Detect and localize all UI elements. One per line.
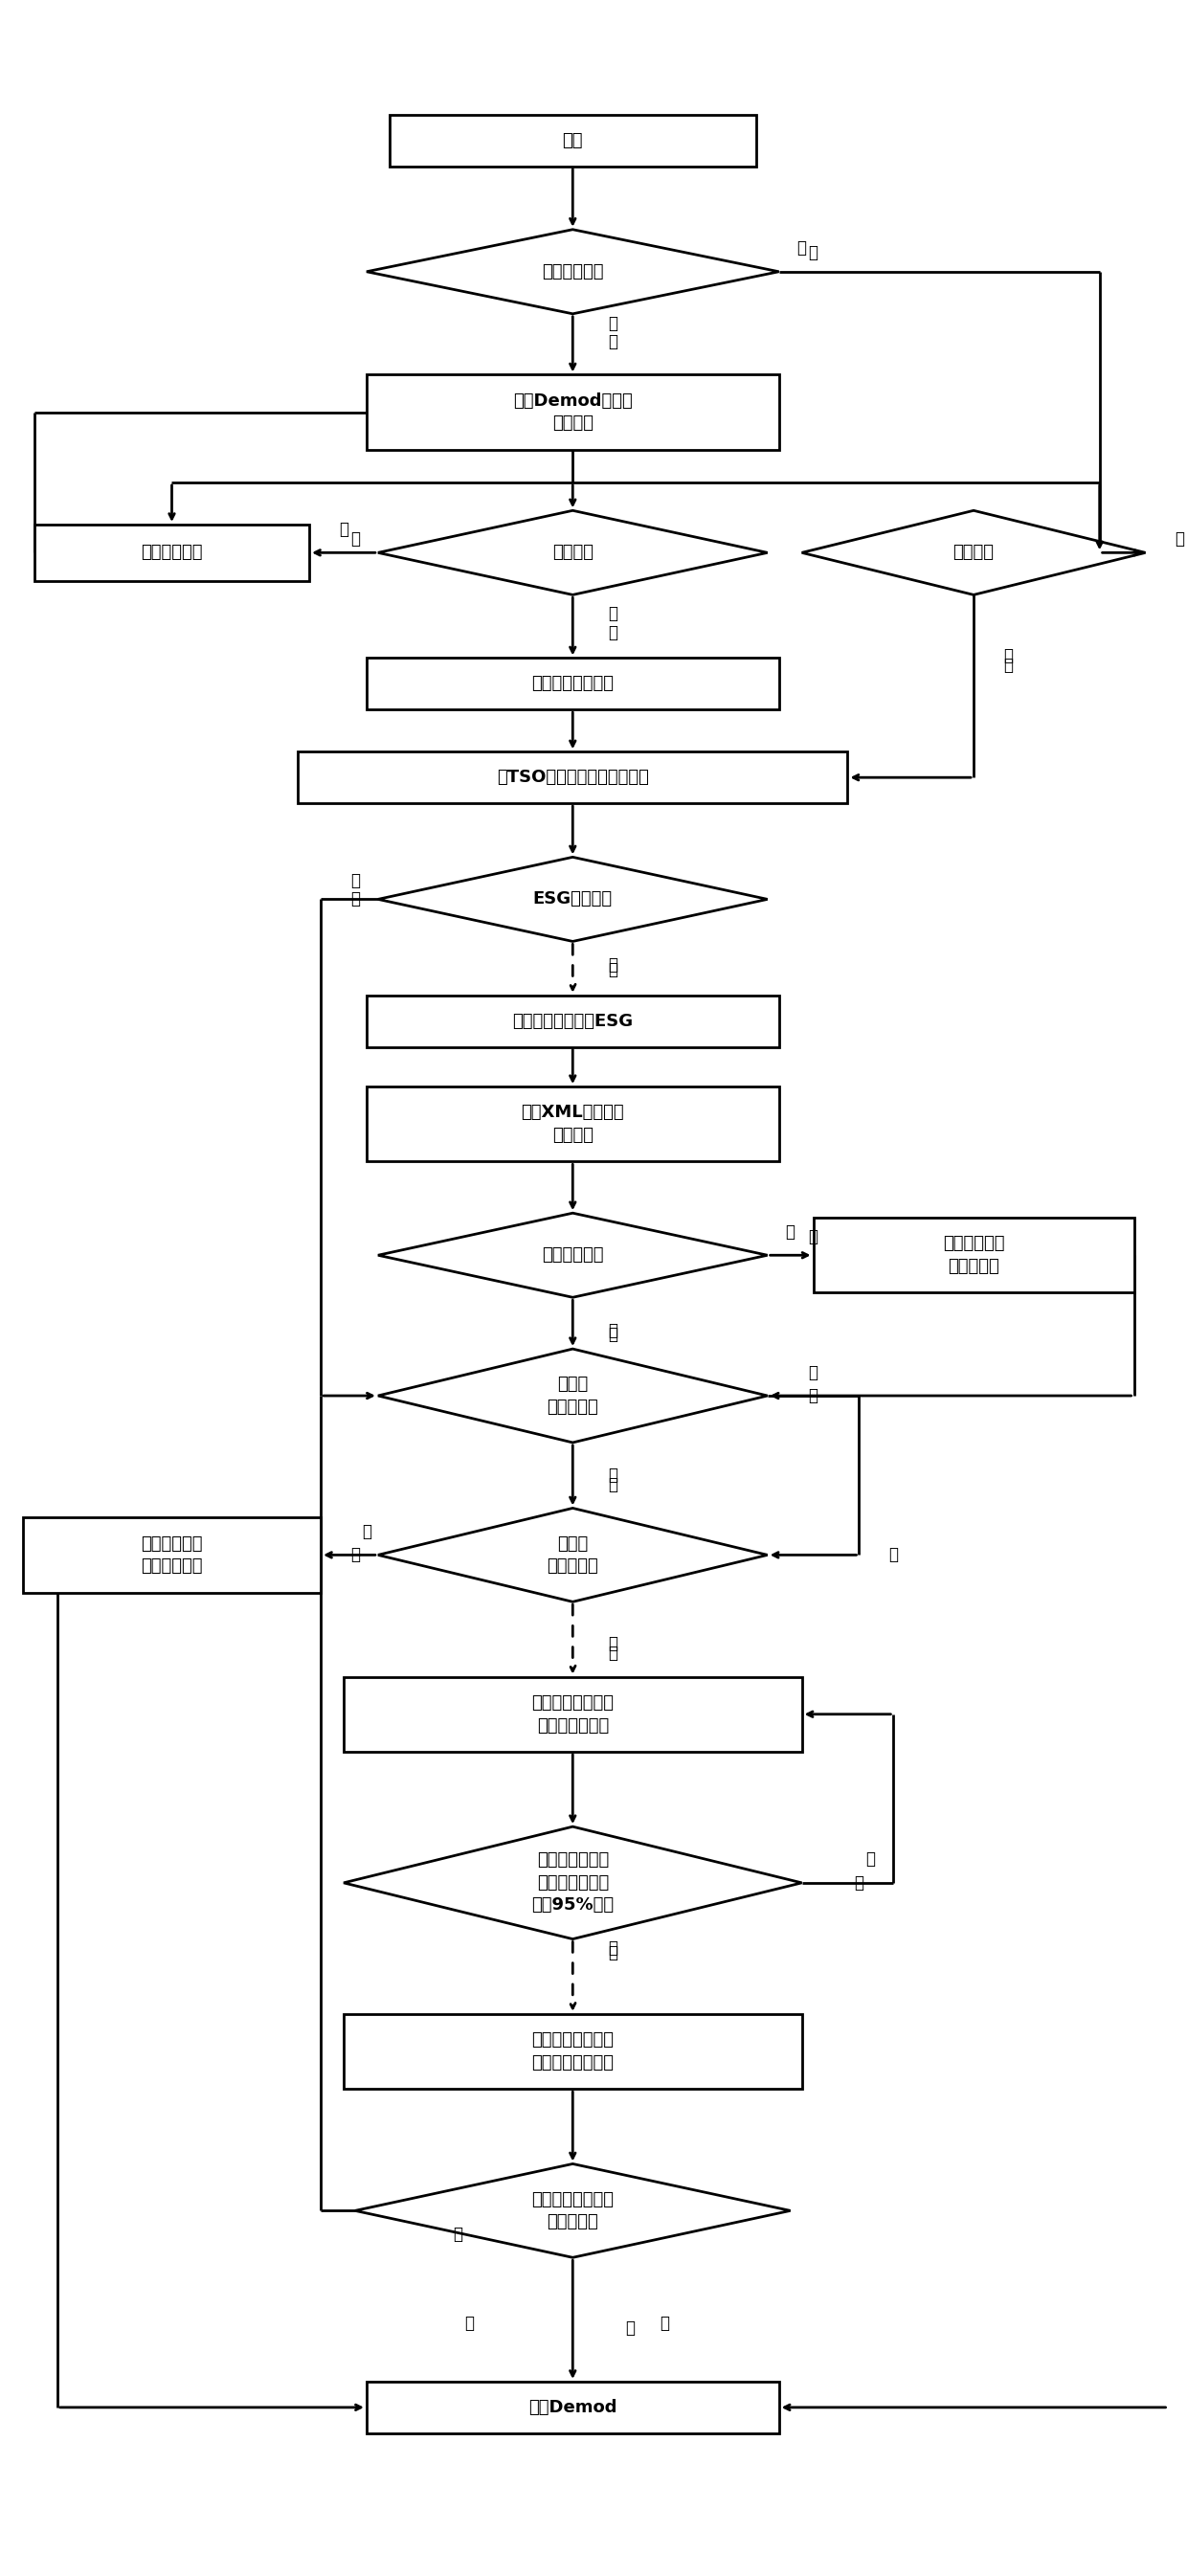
Text: 有: 有 [796,240,807,258]
Text: 无: 无 [786,1224,795,1242]
Polygon shape [343,1826,801,1940]
Text: 开机: 开机 [563,131,583,149]
Text: 是: 是 [608,1636,617,1654]
Text: 提示：本地区
无报纸业务: 提示：本地区 无报纸业务 [942,1236,1004,1275]
Text: 从TSO同步系统时钟（可选）: 从TSO同步系统时钟（可选） [496,768,649,786]
Text: 单份报纸文件是
否接收总文件个
数的95%以上: 单份报纸文件是 否接收总文件个 数的95%以上 [532,1852,614,1914]
Text: 电子报纸发送播出
时间是否到: 电子报纸发送播出 时间是否到 [532,2190,614,2231]
Text: 有: 有 [1003,657,1013,675]
Text: 有无信号: 有无信号 [953,544,995,562]
Text: 无: 无 [808,1363,818,1381]
Bar [298,752,848,804]
Text: 否: 否 [855,1875,864,1891]
Text: 有: 有 [608,623,617,641]
Polygon shape [355,2164,791,2257]
Text: 否: 否 [865,1850,875,1868]
Text: 将收全的文件从缓
存移至报纸文件夹: 将收全的文件从缓 存移至报纸文件夹 [532,2032,614,2071]
Text: ESG是否更新: ESG是否更新 [533,891,612,907]
Polygon shape [377,510,768,595]
Bar [23,1517,320,1592]
Bar [343,1677,801,1752]
Text: 有: 有 [608,1466,617,1484]
Text: 无: 无 [808,1229,818,1244]
Text: 打开Demod，后台
全频搜索: 打开Demod，后台 全频搜索 [513,392,633,433]
Polygon shape [377,1350,768,1443]
Text: 提示：空间不
足，中止接收: 提示：空间不 足，中止接收 [141,1535,203,1574]
Text: 是: 是 [608,961,617,979]
Text: 有无信号: 有无信号 [552,544,594,562]
Text: 否: 否 [350,871,360,889]
Text: 无: 无 [889,1546,899,1564]
Polygon shape [377,1213,768,1298]
Text: 无: 无 [1175,531,1185,546]
Polygon shape [367,229,779,314]
Bar [367,994,779,1046]
Text: 当前有
新报纸吗？: 当前有 新报纸吗？ [547,1376,598,1417]
Text: 无: 无 [608,332,617,350]
Text: 否: 否 [362,1522,372,1540]
Text: 是: 是 [608,1643,617,1662]
Bar [367,1087,779,1162]
Text: 更新、存储、排序ESG: 更新、存储、排序ESG [513,1012,633,1030]
Text: 无: 无 [350,531,360,546]
Text: 是否有
剩余空间？: 是否有 剩余空间？ [547,1535,598,1574]
Text: 有: 有 [608,1321,617,1340]
Text: 有: 有 [608,1476,617,1494]
Text: 有无报纸业务: 有无报纸业务 [541,1247,603,1265]
Text: 否: 否 [350,1546,360,1564]
Text: 有: 有 [808,245,818,263]
Text: 是: 是 [608,1945,617,1963]
Bar [367,657,779,708]
Text: 自动开始接收并把
文件保存至缓存: 自动开始接收并把 文件保存至缓存 [532,1695,614,1734]
Text: 是: 是 [608,956,617,974]
Bar [367,374,779,451]
Bar [34,526,310,580]
Text: 有: 有 [608,605,617,623]
Text: 储存当前可用频点: 储存当前可用频点 [532,675,614,693]
Bar [813,1218,1134,1293]
Bar [343,2014,801,2089]
Text: 是: 是 [608,1940,617,1958]
Text: 提示：无信号: 提示：无信号 [141,544,203,562]
Text: 无: 无 [608,314,617,332]
Text: 是: 是 [626,2318,635,2336]
Bar [389,116,756,167]
Polygon shape [801,510,1145,595]
Text: 是: 是 [660,2313,669,2331]
Text: 无: 无 [338,520,349,538]
Text: 有: 有 [1003,647,1013,665]
Text: 关闭Demod: 关闭Demod [528,2398,617,2416]
Bar [367,2383,779,2434]
Text: 否: 否 [465,2313,475,2331]
Polygon shape [377,858,768,940]
Text: 有无存储频点: 有无存储频点 [541,263,603,281]
Text: 否: 否 [350,891,360,907]
Polygon shape [377,1507,768,1602]
Text: 无: 无 [808,1386,818,1404]
Text: 有: 有 [608,1327,617,1345]
Text: 解析XML并通知下
载管理器: 解析XML并通知下 载管理器 [521,1105,624,1144]
Text: 否: 否 [453,2226,463,2244]
